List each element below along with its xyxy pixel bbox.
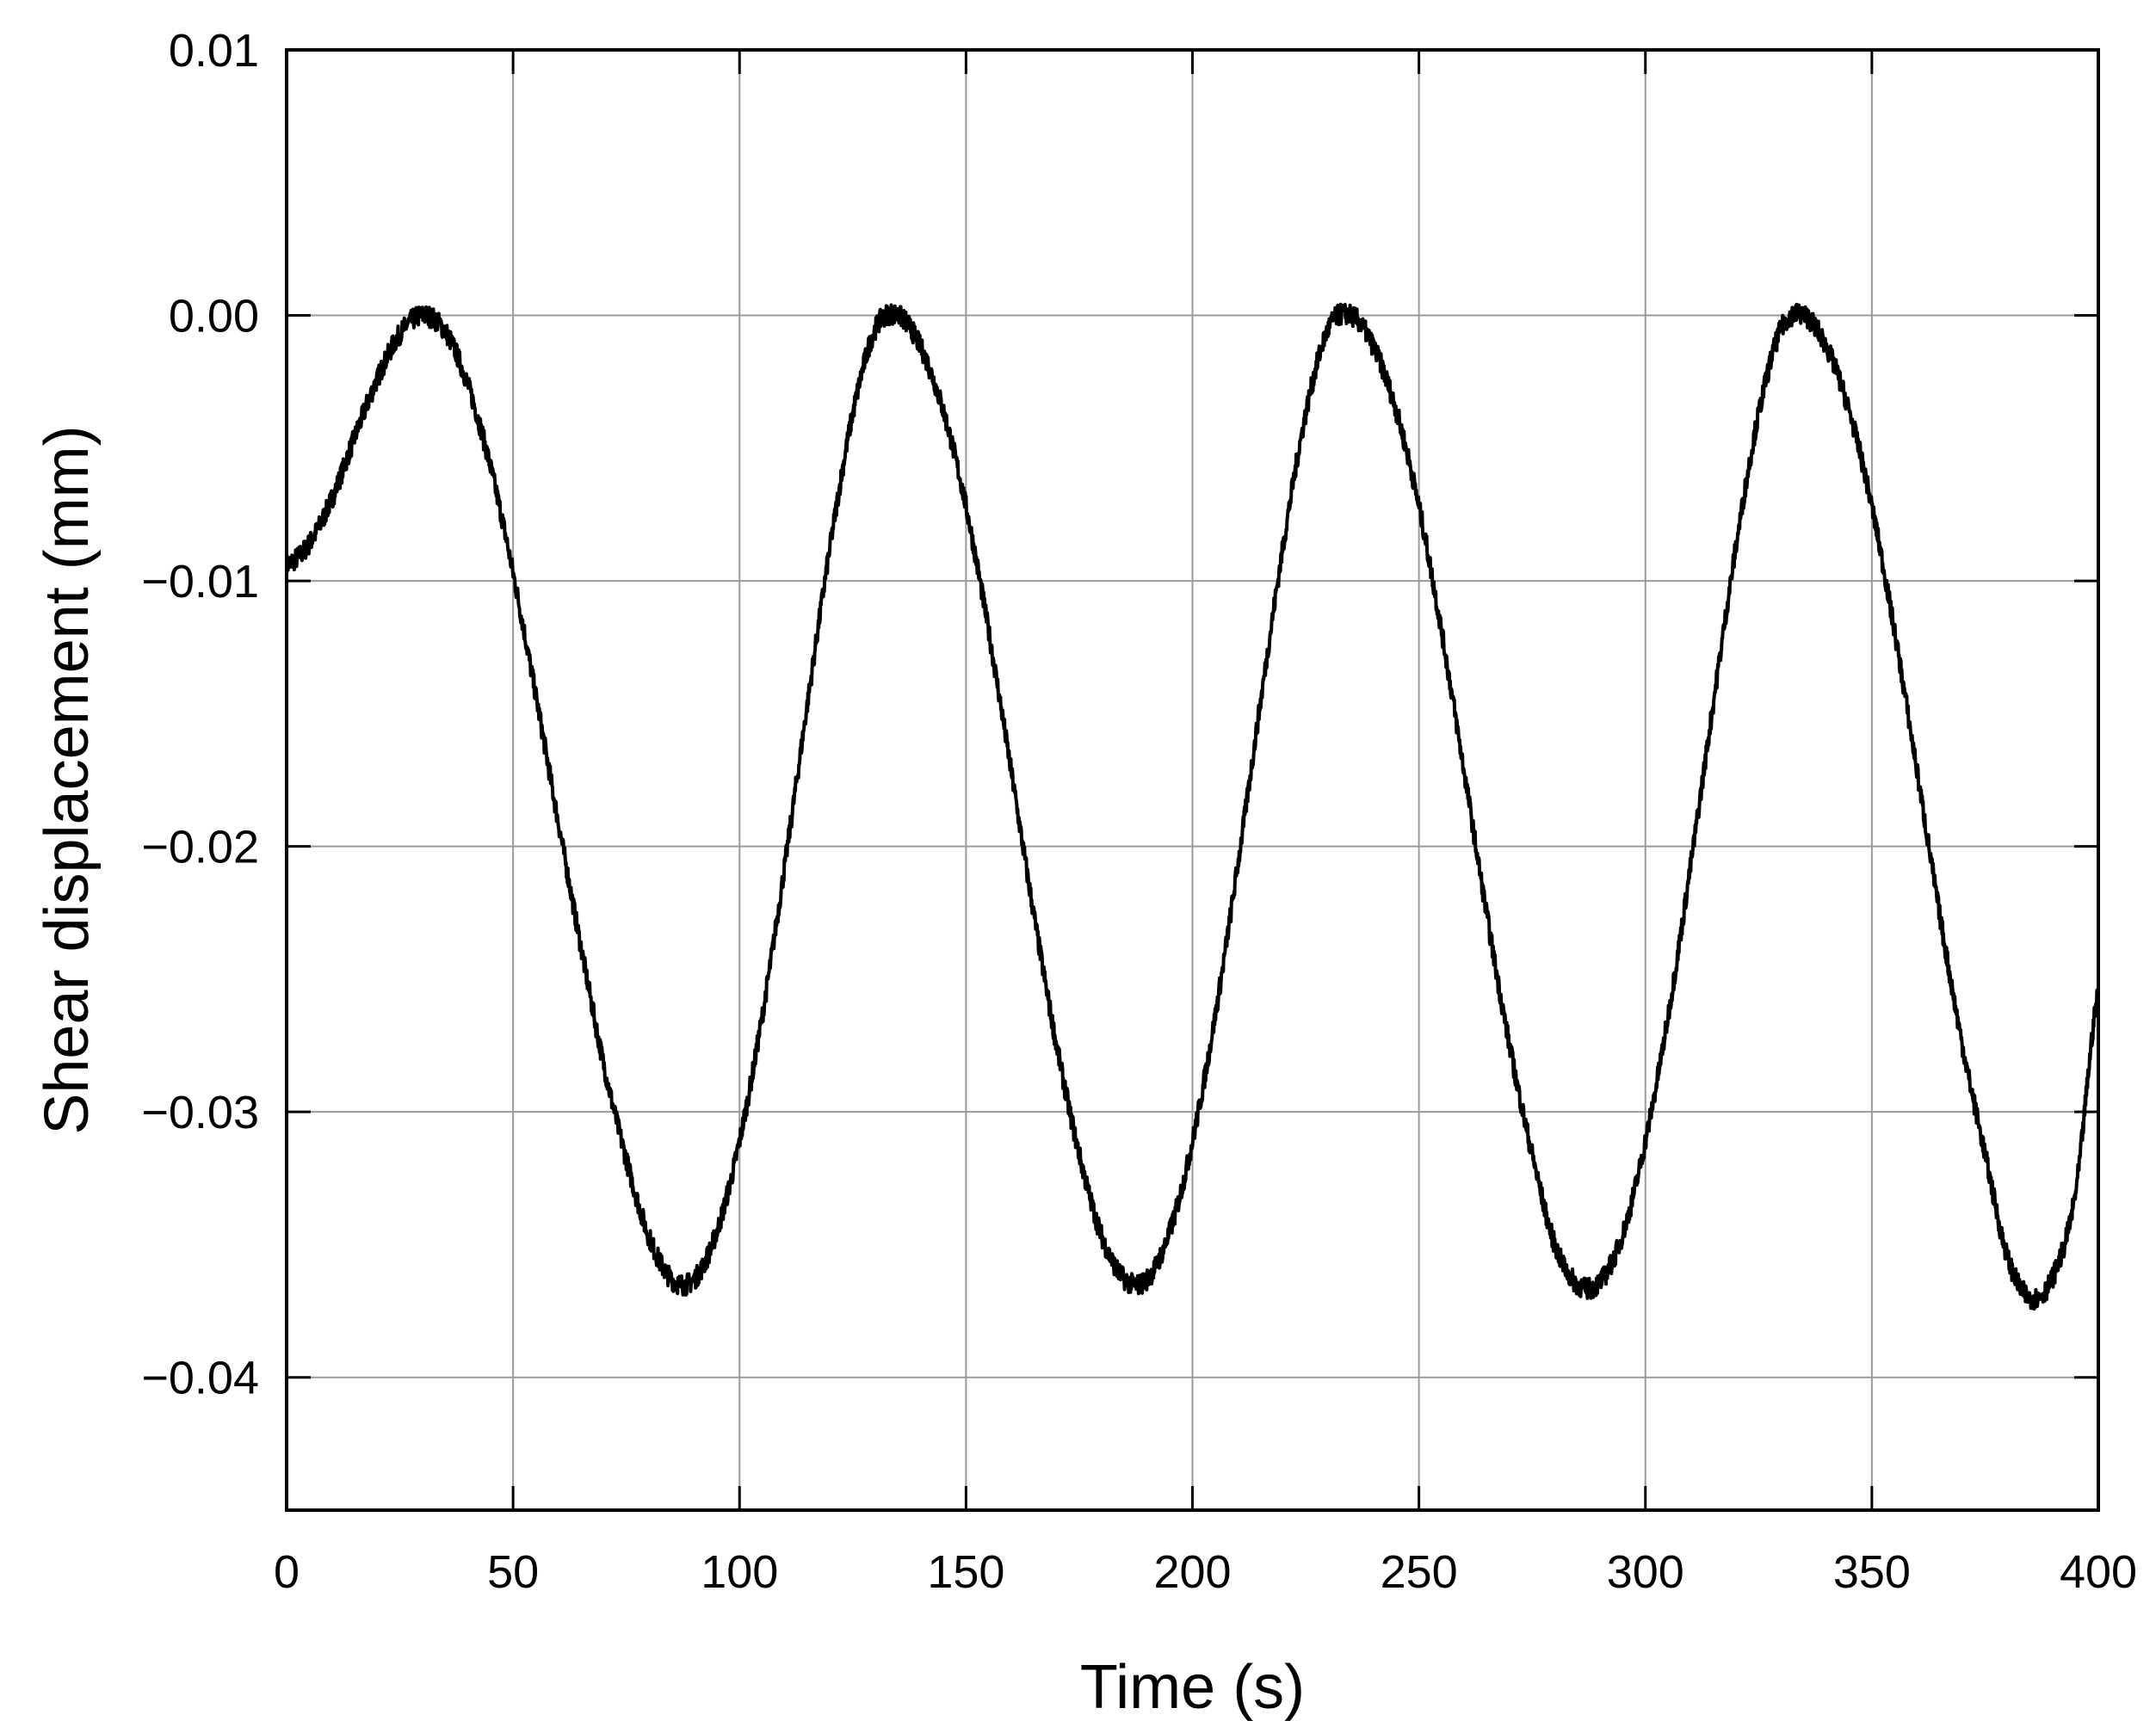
x-tick-label: 0	[274, 1546, 300, 1598]
x-tick-label: 200	[1153, 1546, 1231, 1598]
y-tick-label: −0.01	[141, 556, 259, 607]
y-tick-label: 0.01	[169, 25, 259, 77]
x-tick-label: 250	[1381, 1546, 1458, 1598]
x-tick-label: 400	[2060, 1546, 2137, 1598]
gridlines	[286, 49, 2099, 1510]
y-tick-label: −0.03	[141, 1087, 259, 1138]
x-tick-label: 350	[1833, 1546, 1911, 1598]
x-tick-labels: 0 50 100 150 200 250 300 350 400	[274, 1546, 2137, 1598]
x-tick-label: 300	[1607, 1546, 1684, 1598]
y-tick-label: −0.02	[141, 822, 259, 873]
y-axis-title: Shear displacement (mm)	[33, 425, 102, 1134]
plot-frame	[285, 48, 2100, 1512]
y-tick-label: 0.00	[169, 291, 259, 342]
plot-series	[285, 302, 2100, 1311]
x-axis-title: Time (s)	[1080, 1653, 1305, 1722]
y-tick-labels: 0.01 0.00 −0.01 −0.02 −0.03 −0.04	[141, 25, 259, 1404]
x-tick-label: 100	[701, 1546, 778, 1598]
x-tick-label: 150	[927, 1546, 1004, 1598]
data-series-line	[285, 302, 2100, 1311]
y-tick-label: −0.04	[141, 1353, 259, 1404]
x-tick-label: 50	[487, 1546, 539, 1598]
